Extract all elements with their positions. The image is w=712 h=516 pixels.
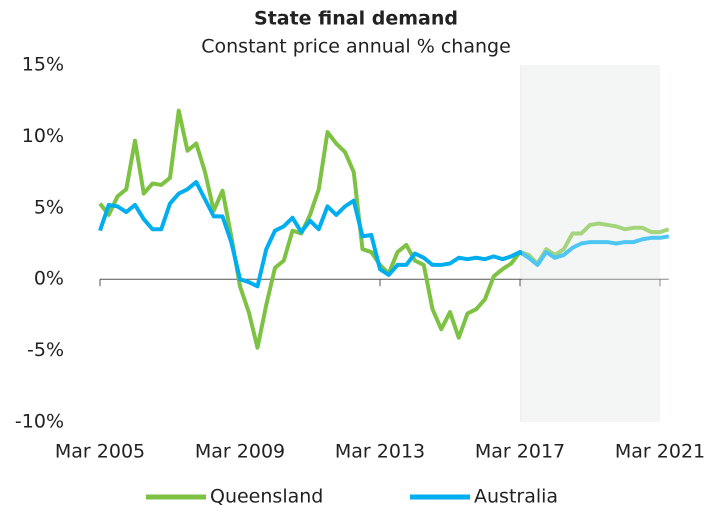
x-tick-label: Mar 2013: [335, 441, 425, 463]
x-tick-label: Mar 2021: [615, 441, 705, 463]
x-tick-label: Mar 2009: [195, 441, 285, 463]
line-1: [98, 180, 670, 289]
y-tick-label: 15%: [22, 54, 64, 76]
y-tick-label: -10%: [15, 411, 64, 433]
y-tick-label: 0%: [34, 268, 64, 290]
x-tick-label: Mar 2017: [475, 441, 565, 463]
line-0: [98, 108, 670, 350]
forecast-fade: [522, 65, 677, 422]
y-tick-label: 10%: [22, 125, 64, 147]
y-tick-label: 5%: [34, 196, 64, 218]
x-tick-label: Mar 2005: [55, 441, 145, 463]
chart-subtitle: Constant price annual % change: [201, 36, 511, 58]
legend-label: Australia: [474, 486, 558, 508]
y-tick-label: -5%: [27, 339, 64, 361]
legend-label: Queensland: [210, 486, 323, 508]
chart-title: State final demand: [254, 8, 458, 30]
